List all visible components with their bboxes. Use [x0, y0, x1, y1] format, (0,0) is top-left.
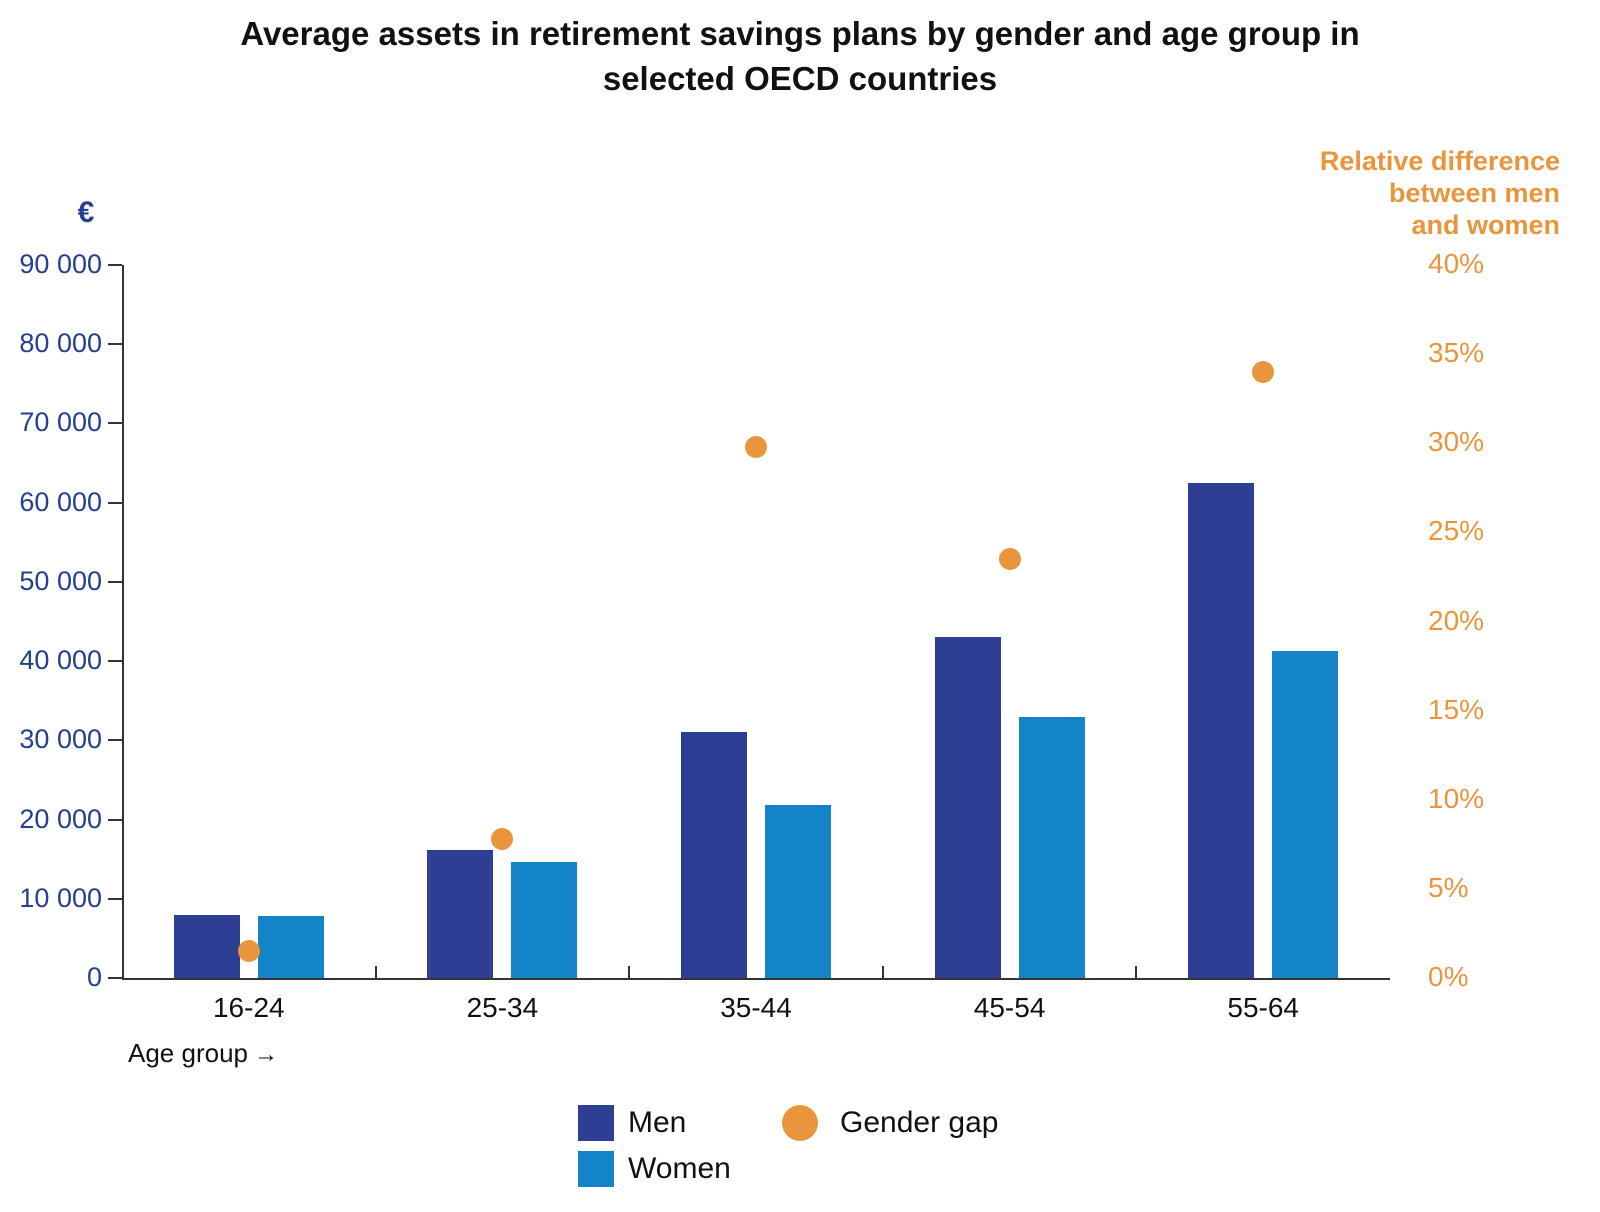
x-boundary-tick	[1135, 966, 1138, 978]
right-axis-title-line: and women	[1411, 209, 1560, 240]
left-axis-unit-label: €	[77, 196, 95, 229]
y-tick-mark	[108, 897, 122, 900]
x-boundary-tick	[374, 966, 377, 978]
gender-gap-legend-label: Gender gap	[840, 1106, 999, 1139]
bar-women-25-34	[511, 862, 578, 978]
legend: Men Gender gap Women	[578, 1100, 998, 1192]
bar-women-16-24	[257, 916, 324, 978]
x-boundary-tick	[628, 966, 631, 978]
x-category-label: 35-44	[720, 992, 792, 1023]
y-tick-label: 20 000	[19, 803, 102, 834]
y-tick-label: 0	[86, 962, 102, 992]
right-tick-label: 5%	[1428, 871, 1469, 903]
gender-gap-dot-45-54	[998, 548, 1021, 571]
bar-women-35-44	[765, 805, 831, 978]
right-tick-label: 35%	[1428, 337, 1485, 369]
gender-gap-dot-16-24	[237, 940, 260, 963]
right-arrow-icon: →	[253, 1041, 278, 1068]
bar-men-55-64	[1188, 482, 1255, 978]
bar-women-45-54	[1018, 716, 1085, 978]
y-tick-mark	[108, 660, 122, 663]
x-category-label: 55-64	[1227, 992, 1299, 1023]
y-tick-mark	[108, 422, 122, 425]
y-tick-label: 60 000	[19, 486, 102, 517]
y-tick-mark	[108, 580, 122, 583]
bar-men-35-44	[681, 732, 747, 978]
x-axis-title: Age group →	[128, 1038, 278, 1069]
men-legend-swatch	[578, 1105, 614, 1141]
gender-gap-legend-dot	[782, 1105, 818, 1141]
y-tick-label: 70 000	[19, 407, 102, 438]
y-axis-line	[122, 265, 124, 980]
x-category-label: 16-24	[212, 992, 285, 1023]
bar-men-25-34	[427, 849, 494, 978]
gender-gap-dot-35-44	[745, 435, 767, 458]
x-boundary-tick	[881, 966, 884, 978]
y-tick-mark	[108, 343, 122, 346]
right-tick-label: 30%	[1428, 426, 1485, 458]
right-axis-title-line: between men	[1388, 177, 1560, 208]
y-tick-mark	[108, 818, 122, 821]
x-axis-line	[122, 978, 1390, 980]
y-tick-label: 50 000	[19, 565, 102, 596]
women-legend-label: Women	[628, 1152, 731, 1185]
y-tick-label: 10 000	[19, 882, 102, 913]
gender-gap-dot-25-34	[491, 827, 514, 850]
y-tick-mark	[108, 501, 122, 504]
gender-gap-dot-55-64	[1252, 360, 1275, 383]
right-tick-label: 0%	[1428, 961, 1469, 992]
men-legend-label: Men	[628, 1106, 687, 1139]
women-legend-swatch	[578, 1151, 614, 1187]
right-tick-label: 15%	[1428, 693, 1485, 725]
y-tick-mark	[108, 264, 122, 266]
x-axis-title-text: Age group	[128, 1038, 248, 1068]
y-tick-label: 80 000	[19, 328, 102, 359]
bar-men-16-24	[173, 914, 240, 978]
right-tick-label: 20%	[1428, 604, 1485, 636]
y-tick-label: 90 000	[19, 249, 102, 279]
y-tick-mark	[108, 977, 122, 979]
right-tick-label: 10%	[1428, 782, 1485, 814]
right-tick-label: 40%	[1428, 248, 1485, 279]
x-category-label: 25-34	[466, 992, 539, 1023]
bar-men-45-54	[934, 637, 1001, 978]
bar-women-55-64	[1272, 650, 1339, 978]
right-axis-title-line: Relative difference	[1319, 146, 1560, 176]
right-tick-label: 25%	[1428, 515, 1485, 547]
y-tick-mark	[108, 739, 122, 742]
y-tick-label: 40 000	[19, 645, 102, 676]
chart-title: Average assets in retirement savings pla…	[240, 15, 1360, 97]
right-axis-title: Relative difference between men and women	[1320, 146, 1560, 242]
y-tick-label: 30 000	[19, 724, 102, 755]
x-category-label: 45-54	[973, 992, 1046, 1023]
